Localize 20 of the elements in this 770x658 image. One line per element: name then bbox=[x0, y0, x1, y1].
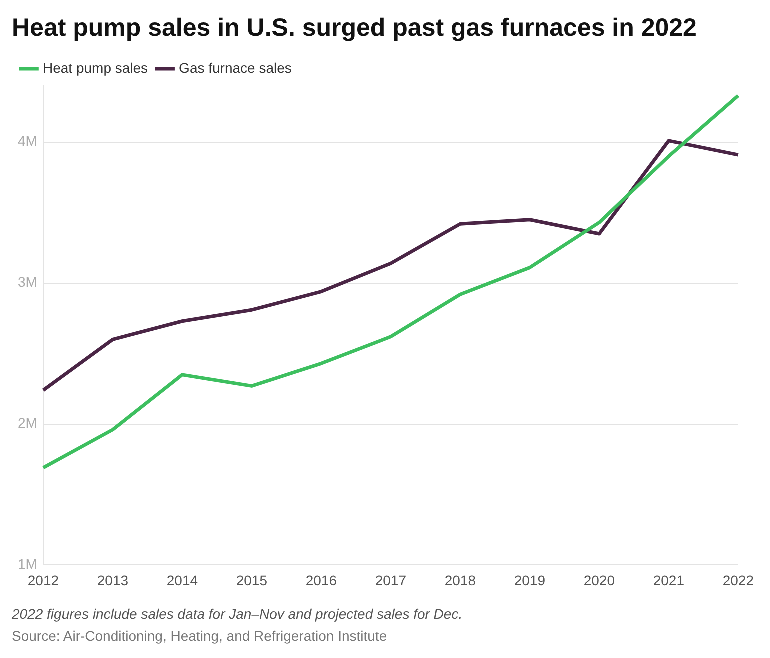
x-tick-label: 2018 bbox=[444, 572, 476, 588]
x-tick-label: 2016 bbox=[306, 572, 338, 588]
y-tick-label: 4M bbox=[18, 133, 38, 150]
y-tick-label: 2M bbox=[18, 415, 38, 432]
x-tick-label: 2015 bbox=[236, 572, 268, 588]
x-tick-label: 2017 bbox=[375, 572, 407, 588]
chart-title: Heat pump sales in U.S. surged past gas furnaces in 2022 bbox=[12, 14, 697, 42]
x-tick-label: 2014 bbox=[166, 572, 198, 588]
x-tick-label: 2012 bbox=[28, 572, 60, 588]
legend-label: Gas furnace sales bbox=[179, 60, 292, 76]
x-tick-label: 2021 bbox=[653, 572, 685, 588]
x-tick-label: 2013 bbox=[97, 572, 129, 588]
x-tick-label: 2022 bbox=[722, 572, 754, 588]
x-tick-label: 2019 bbox=[514, 572, 546, 588]
y-tick-label: 1M bbox=[18, 556, 38, 572]
source-note: Source: Air-Conditioning, Heating, and Refrigeration Institute bbox=[11, 628, 388, 644]
text: 2022 figures include sales data for Jan–Nov and projected sales for Dec. bbox=[11, 606, 464, 622]
y-tick-label: 3M bbox=[18, 274, 38, 290]
x-tick-label: 2020 bbox=[584, 572, 616, 588]
legend-label: Heat pump sales bbox=[43, 60, 148, 76]
